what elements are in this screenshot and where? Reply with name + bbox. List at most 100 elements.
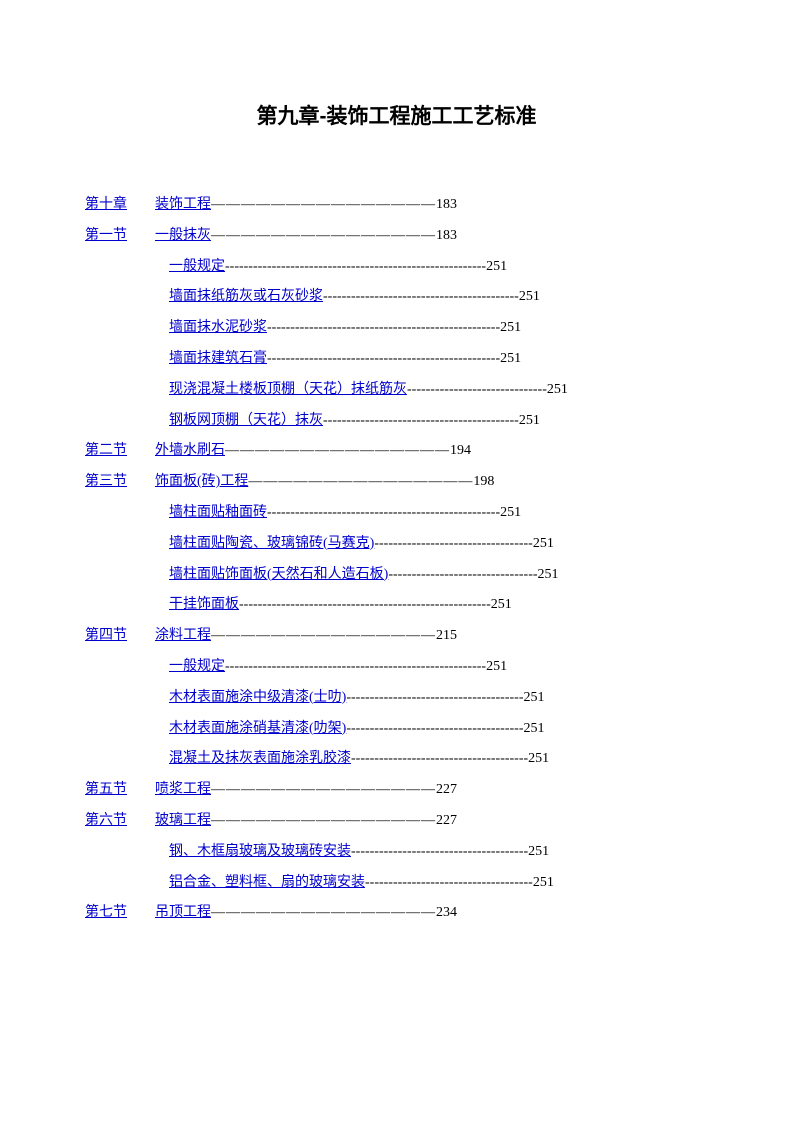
toc-entry-link[interactable]: 墙柱面贴釉面砖 xyxy=(169,505,267,520)
toc-page-number: 251 xyxy=(524,690,545,705)
toc-leader: ——————————————— xyxy=(211,782,436,797)
toc-sub-line: 墙面抹纸筋灰或石灰砂浆-----------------------------… xyxy=(85,282,708,313)
toc-leader: ----------------------------------------… xyxy=(267,320,500,335)
toc-leader: -------------------------------------- xyxy=(346,690,523,705)
toc-leader: ----------------------------------------… xyxy=(225,259,486,274)
toc-page-number: 227 xyxy=(436,813,457,828)
toc-page-number: 234 xyxy=(436,905,457,920)
toc-entry-link[interactable]: 装饰工程 xyxy=(155,197,211,212)
toc-entry-link[interactable]: 饰面板(砖)工程 xyxy=(155,474,248,489)
toc-page-number: 251 xyxy=(547,382,568,397)
toc-page-number: 183 xyxy=(436,197,457,212)
toc-chapter-line: 第七节 吊顶工程———————————————234 xyxy=(85,898,708,929)
toc-page-number: 251 xyxy=(500,320,521,335)
toc-chapter-label[interactable]: 第十章 xyxy=(85,197,127,212)
toc-leader: ----------------------------------------… xyxy=(323,413,519,428)
toc-page-number: 251 xyxy=(500,505,521,520)
toc-page-number: 251 xyxy=(528,844,549,859)
toc-chapter-label[interactable]: 第一节 xyxy=(85,228,127,243)
toc-chapter-line: 第一节 一般抹灰———————————————183 xyxy=(85,221,708,252)
toc-chapter-label[interactable]: 第七节 xyxy=(85,905,127,920)
toc-sub-line: 墙柱面贴釉面砖---------------------------------… xyxy=(85,498,708,529)
toc-chapter-line: 第四节涂料工程———————————————215 xyxy=(85,621,708,652)
toc-sub-line: 墙面抹水泥砂浆---------------------------------… xyxy=(85,313,708,344)
toc-chapter-line: 第二节外墙水刷石———————————————194 xyxy=(85,436,708,467)
toc-entry-link[interactable]: 墙柱面贴饰面板(天然石和人造石板) xyxy=(169,567,388,582)
toc-leader: ----------------------------------------… xyxy=(267,505,500,520)
toc-leader: ---------------------------------- xyxy=(374,536,533,551)
toc-sub-line: 钢板网顶棚（天花）抹灰-----------------------------… xyxy=(85,406,708,437)
toc-chapter-line: 第三节 饰面板(砖)工程———————————————198 xyxy=(85,467,708,498)
toc-page-number: 251 xyxy=(500,351,521,366)
toc-entry-link[interactable]: 墙面抹建筑石膏 xyxy=(169,351,267,366)
toc-leader: ——————————————— xyxy=(248,474,473,489)
toc-entry-link[interactable]: 一般规定 xyxy=(169,259,225,274)
toc-entry-link[interactable]: 干挂饰面板 xyxy=(169,597,239,612)
toc-leader: ——————————————— xyxy=(211,813,436,828)
toc-chapter-label[interactable]: 第二节 xyxy=(85,443,127,458)
toc-leader: ----------------------------------------… xyxy=(239,597,491,612)
toc-leader: -------------------------------------- xyxy=(351,844,528,859)
toc-chapter-line: 第六节 玻璃工程———————————————227 xyxy=(85,806,708,837)
toc-page-number: 251 xyxy=(533,875,554,890)
toc-leader: ——————————————— xyxy=(211,905,436,920)
toc-sub-line: 铝合金、塑料框、扇的玻璃安装--------------------------… xyxy=(85,868,708,899)
toc-entry-link[interactable]: 墙面抹水泥砂浆 xyxy=(169,320,267,335)
toc-chapter-label[interactable]: 第四节 xyxy=(85,628,127,643)
table-of-contents: 第十章装饰工程———————————————183第一节一般抹灰————————… xyxy=(85,190,708,929)
toc-page-number: 251 xyxy=(486,659,507,674)
toc-entry-link[interactable]: 吊顶工程 xyxy=(155,905,211,920)
toc-page-number: 251 xyxy=(528,751,549,766)
toc-page-number: 227 xyxy=(436,782,457,797)
toc-entry-link[interactable]: 现浇混凝土楼板顶棚（天花）抹纸筋灰 xyxy=(169,382,407,397)
toc-entry-link[interactable]: 铝合金、塑料框、扇的玻璃安装 xyxy=(169,875,365,890)
toc-page-number: 198 xyxy=(473,474,494,489)
toc-sub-line: 墙面抹建筑石膏---------------------------------… xyxy=(85,344,708,375)
toc-entry-link[interactable]: 一般规定 xyxy=(169,659,225,674)
toc-leader: ——————————————— xyxy=(225,443,450,458)
toc-entry-link[interactable]: 木材表面施涂硝基清漆(叻架) xyxy=(169,721,346,736)
toc-page-number: 251 xyxy=(524,721,545,736)
toc-sub-line: 现浇混凝土楼板顶棚（天花）抹纸筋灰-----------------------… xyxy=(85,375,708,406)
toc-leader: ------------------------------------ xyxy=(365,875,533,890)
toc-entry-link[interactable]: 一般抹灰 xyxy=(155,228,211,243)
toc-sub-line: 木材表面施涂中级清漆(士叻)--------------------------… xyxy=(85,683,708,714)
toc-page-number: 215 xyxy=(436,628,457,643)
toc-sub-line: 木材表面施涂硝基清漆(叻架)--------------------------… xyxy=(85,714,708,745)
toc-page-number: 183 xyxy=(436,228,457,243)
toc-chapter-label[interactable]: 第五节 xyxy=(85,782,127,797)
toc-page-number: 251 xyxy=(519,413,540,428)
toc-entry-link[interactable]: 钢板网顶棚（天花）抹灰 xyxy=(169,413,323,428)
toc-chapter-line: 第十章 装饰工程———————————————183 xyxy=(85,190,708,221)
toc-entry-link[interactable]: 涂料工程 xyxy=(155,628,211,643)
toc-entry-link[interactable]: 混凝土及抹灰表面施涂乳胶漆 xyxy=(169,751,351,766)
document-title: 第九章-装饰工程施工工艺标准 xyxy=(85,100,708,130)
toc-page-number: 251 xyxy=(538,567,559,582)
toc-page-number: 251 xyxy=(491,597,512,612)
toc-leader: -------------------------------------- xyxy=(346,721,523,736)
toc-sub-line: 墙柱面贴饰面板(天然石和人造石板)-----------------------… xyxy=(85,560,708,591)
toc-leader: -------------------------------------- xyxy=(351,751,528,766)
toc-leader: ----------------------------------------… xyxy=(323,289,519,304)
toc-entry-link[interactable]: 外墙水刷石 xyxy=(155,443,225,458)
toc-chapter-line: 第五节 喷浆工程———————————————227 xyxy=(85,775,708,806)
toc-page-number: 251 xyxy=(486,259,507,274)
toc-sub-line: 一般规定------------------------------------… xyxy=(85,652,708,683)
toc-leader: ——————————————— xyxy=(211,197,436,212)
toc-page-number: 251 xyxy=(533,536,554,551)
toc-chapter-label[interactable]: 第六节 xyxy=(85,813,127,828)
toc-sub-line: 墙柱面贴陶瓷、玻璃锦砖(马赛克)------------------------… xyxy=(85,529,708,560)
toc-leader: ----------------------------------------… xyxy=(225,659,486,674)
toc-leader: ——————————————— xyxy=(211,228,436,243)
toc-entry-link[interactable]: 墙柱面贴陶瓷、玻璃锦砖(马赛克) xyxy=(169,536,374,551)
toc-entry-link[interactable]: 玻璃工程 xyxy=(155,813,211,828)
toc-leader: ------------------------------ xyxy=(407,382,547,397)
toc-leader: -------------------------------- xyxy=(388,567,537,582)
toc-chapter-label[interactable]: 第三节 xyxy=(85,474,127,489)
toc-entry-link[interactable]: 钢、木框扇玻璃及玻璃砖安装 xyxy=(169,844,351,859)
toc-entry-link[interactable]: 喷浆工程 xyxy=(155,782,211,797)
toc-entry-link[interactable]: 木材表面施涂中级清漆(士叻) xyxy=(169,690,346,705)
toc-sub-line: 干挂饰面板-----------------------------------… xyxy=(85,590,708,621)
toc-sub-line: 钢、木框扇玻璃及玻璃砖安装---------------------------… xyxy=(85,837,708,868)
toc-entry-link[interactable]: 墙面抹纸筋灰或石灰砂浆 xyxy=(169,289,323,304)
